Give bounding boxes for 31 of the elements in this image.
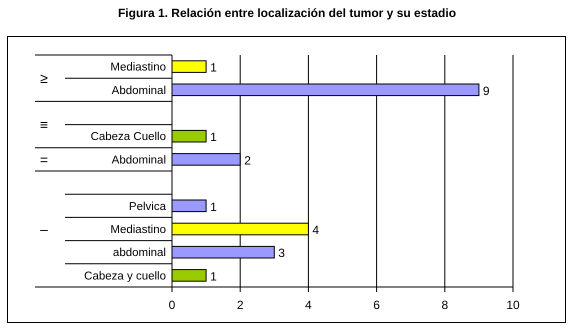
data-label: 1 (210, 269, 218, 284)
x-tick-label: 6 (373, 298, 380, 312)
bar (172, 269, 207, 282)
bar (172, 130, 207, 142)
y-tick-label: Cabeza Cuello (90, 131, 166, 144)
x-tick-label: 10 (506, 298, 520, 312)
data-label: 9 (482, 84, 490, 98)
y-tick-label: Abdominal (112, 154, 166, 166)
x-tick-label: 8 (441, 298, 448, 312)
y-tick-label: Mediastino (110, 62, 166, 74)
x-tick-label: 2 (236, 298, 244, 312)
chart-title: Figura 1. Relación entre localización del tumor y su estadio (118, 6, 456, 20)
data-label: 3 (278, 246, 286, 260)
data-label: 1 (210, 200, 218, 214)
y-tick-label: Pelvica (128, 200, 167, 213)
text: – (40, 221, 48, 237)
bar (172, 200, 207, 212)
y-tick-label: Cabeza y cuello (84, 270, 166, 282)
text: = (40, 151, 48, 168)
x-tick-label: 4 (305, 298, 312, 312)
y-tick-label: Abdominal (112, 84, 166, 97)
bar (172, 60, 207, 73)
data-label: 2 (244, 153, 252, 168)
text: ≥ (40, 70, 48, 86)
text: ≡ (40, 116, 48, 133)
y-tick-label: Mediastino (110, 224, 166, 236)
data-label: 4 (312, 223, 320, 237)
data-label: 1 (210, 60, 218, 75)
data-label: 1 (210, 130, 218, 144)
y-tick-label: abdominal (112, 247, 166, 260)
x-tick-label: 0 (168, 298, 176, 312)
